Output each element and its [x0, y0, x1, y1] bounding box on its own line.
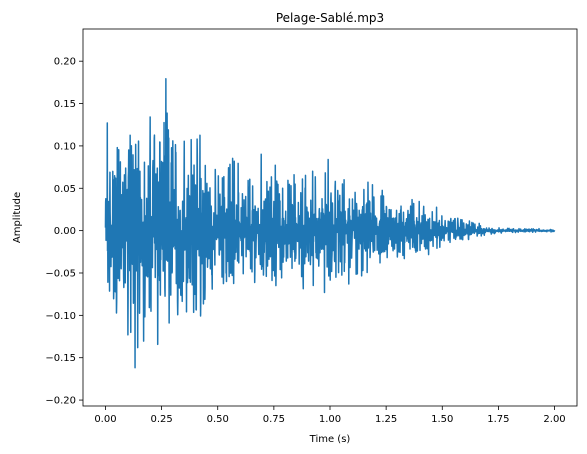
- y-tick-label: −0.10: [45, 311, 76, 322]
- y-tick-label: −0.20: [45, 396, 76, 407]
- y-tick-label: 0.10: [54, 141, 76, 152]
- y-tick-label: 0.15: [54, 99, 76, 110]
- series-group: [104, 77, 556, 369]
- chart-title: Pelage-Sablé.mp3: [276, 11, 384, 25]
- x-tick-label: 1.00: [319, 414, 341, 425]
- x-tick-label: 1.75: [487, 414, 509, 425]
- y-tick-label: 0.05: [54, 184, 76, 195]
- y-axis: −0.20 −0.15 −0.10 −0.05 0.00 0.05 0.10 0.15 0.20: [45, 57, 83, 407]
- x-tick-label: 1.25: [375, 414, 397, 425]
- x-tick-label: 0.25: [150, 414, 172, 425]
- x-tick-label: 0.50: [207, 414, 229, 425]
- x-tick-label: 1.50: [431, 414, 453, 425]
- x-axis-label: Time (s): [309, 434, 351, 445]
- x-axis: 0.00 0.25 0.50 0.75 1.00 1.25 1.50 1.75 2.00: [94, 406, 566, 425]
- y-tick-label: −0.05: [45, 268, 76, 279]
- waveform-series-line: [104, 77, 556, 369]
- x-tick-label: 0.75: [263, 414, 285, 425]
- y-tick-label: −0.15: [45, 353, 76, 364]
- y-tick-label: 0.00: [54, 226, 76, 237]
- x-tick-label: 0.00: [94, 414, 116, 425]
- x-tick-label: 2.00: [543, 414, 565, 425]
- y-tick-label: 0.20: [54, 57, 76, 68]
- y-axis-label: Amplitude: [12, 192, 23, 243]
